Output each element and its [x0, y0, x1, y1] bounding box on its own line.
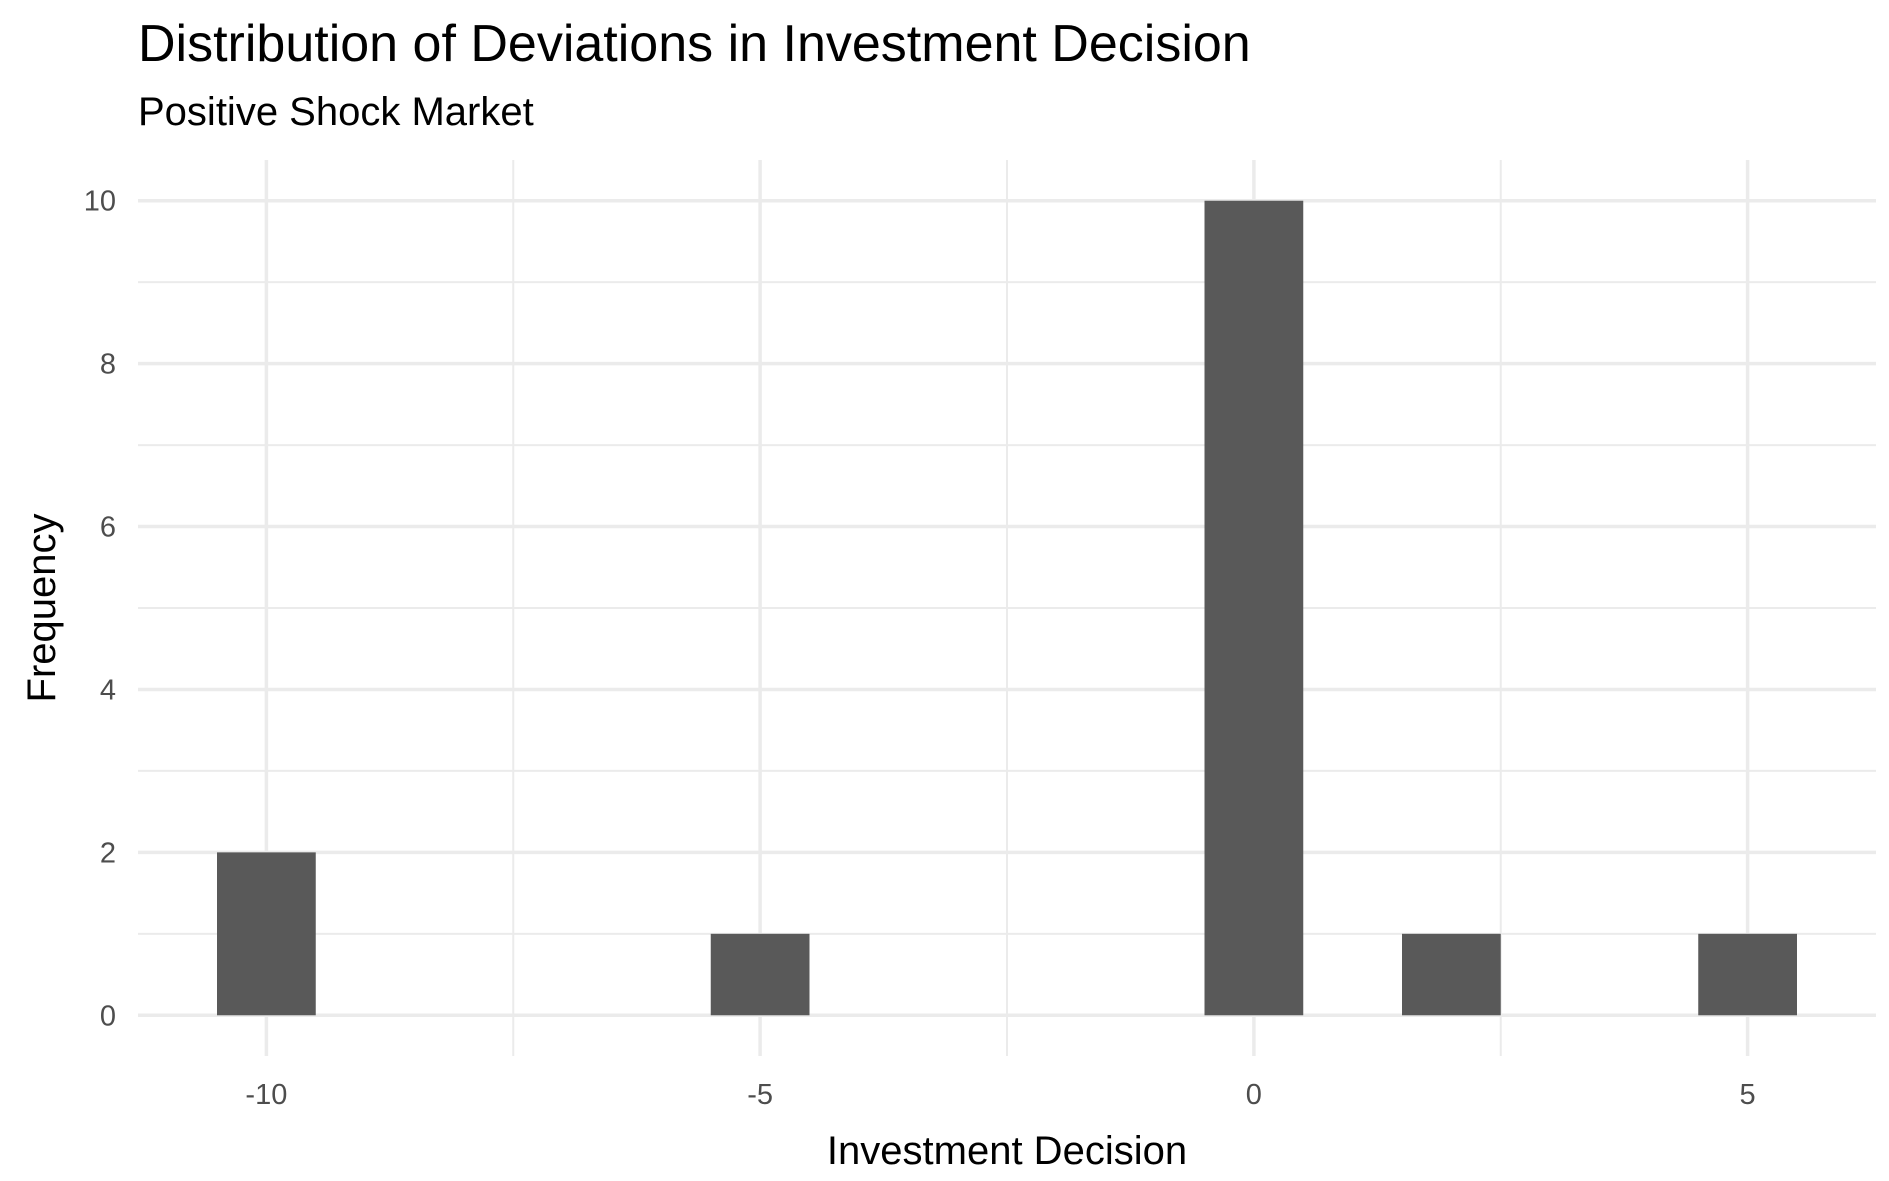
chart-subtitle: Positive Shock Market	[138, 90, 534, 134]
y-tick-label: 2	[100, 837, 116, 869]
y-tick-label: 4	[100, 674, 116, 706]
grid-lines	[138, 160, 1876, 1056]
y-tick-label: 10	[84, 186, 116, 218]
histogram-bar	[1204, 200, 1304, 1016]
y-axis-ticks: 0 2 4 6 8 10	[84, 186, 116, 1033]
y-tick-label: 6	[100, 512, 116, 544]
x-axis-ticks: -10 -5 0 5	[245, 1079, 1755, 1111]
x-axis-title: Investment Decision	[827, 1129, 1187, 1173]
chart-title: Distribution of Deviations in Investment…	[138, 15, 1251, 73]
histogram-bar	[217, 852, 316, 1016]
histogram-bar	[1402, 933, 1501, 1016]
histogram-bar	[1698, 933, 1797, 1016]
x-tick-label: 5	[1740, 1079, 1756, 1111]
x-tick-label: -10	[245, 1079, 287, 1111]
histogram-bar	[710, 933, 810, 1016]
x-tick-label: -5	[747, 1079, 773, 1111]
y-axis-title: Frequency	[20, 514, 64, 703]
histogram-bars	[217, 200, 1797, 1016]
y-tick-label: 8	[100, 349, 116, 381]
y-tick-label: 0	[100, 1000, 116, 1032]
x-tick-label: 0	[1246, 1079, 1262, 1111]
